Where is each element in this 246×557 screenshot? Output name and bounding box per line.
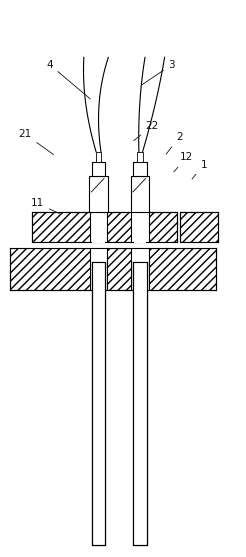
Bar	[138, 152, 143, 162]
Text: 1: 1	[192, 160, 207, 179]
Bar	[92, 262, 105, 545]
Bar	[149, 212, 177, 242]
Bar	[89, 175, 108, 212]
Text: 12: 12	[174, 153, 193, 172]
Bar	[133, 262, 147, 545]
Bar	[92, 160, 105, 243]
Bar	[11, 248, 90, 290]
Text: 4: 4	[46, 60, 90, 99]
Bar	[92, 262, 105, 545]
Bar	[131, 175, 149, 212]
Bar	[133, 162, 147, 175]
Bar	[92, 162, 105, 175]
Text: 3: 3	[141, 60, 175, 85]
Bar	[149, 248, 216, 290]
Text: 21: 21	[18, 129, 53, 155]
Text: 2: 2	[166, 132, 183, 154]
Bar	[133, 262, 147, 545]
Bar	[107, 212, 131, 242]
Bar	[11, 243, 216, 248]
Text: 11: 11	[31, 198, 59, 213]
Bar	[107, 248, 131, 290]
Bar	[181, 212, 218, 242]
Bar	[134, 160, 146, 243]
Text: 22: 22	[134, 121, 159, 140]
Bar	[96, 152, 101, 162]
Bar	[32, 212, 90, 242]
